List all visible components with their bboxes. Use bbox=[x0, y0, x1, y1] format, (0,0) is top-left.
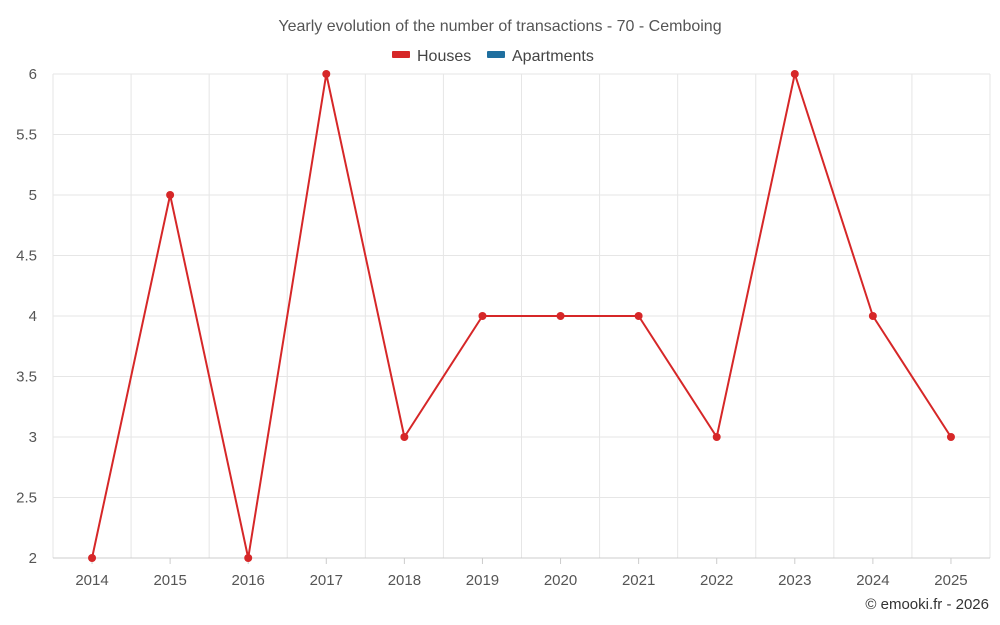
x-tick-label-2014: 2014 bbox=[75, 572, 108, 589]
y-tick-label-6: 5 bbox=[29, 187, 37, 204]
chart-title: Yearly evolution of the number of transa… bbox=[278, 18, 721, 35]
data-point-houses-2024[interactable] bbox=[868, 312, 877, 320]
data-point-houses-2018[interactable] bbox=[400, 433, 409, 441]
data-point-houses-2015[interactable] bbox=[166, 191, 175, 199]
y-tick-label-2: 3 bbox=[29, 429, 37, 446]
legend-swatch-houses[interactable] bbox=[392, 51, 410, 58]
data-point-houses-2016[interactable] bbox=[244, 554, 253, 562]
y-tick-label-4: 4 bbox=[29, 308, 37, 325]
y-tick-label-8: 6 bbox=[29, 66, 37, 83]
data-point-houses-2020[interactable] bbox=[556, 312, 565, 320]
x-tick-label-2020: 2020 bbox=[544, 572, 577, 589]
data-point-houses-2019[interactable] bbox=[478, 312, 487, 320]
x-tick-label-2022: 2022 bbox=[700, 572, 733, 589]
chart-credit: © emooki.fr - 2026 bbox=[865, 596, 989, 613]
x-tick-label-2023: 2023 bbox=[778, 572, 811, 589]
data-point-houses-2014[interactable] bbox=[88, 554, 97, 562]
data-point-houses-2025[interactable] bbox=[946, 433, 955, 441]
x-tick-label-2016: 2016 bbox=[232, 572, 265, 589]
y-tick-label-3: 3.5 bbox=[16, 369, 37, 386]
series-layer bbox=[88, 70, 955, 562]
x-tick-label-2015: 2015 bbox=[153, 572, 186, 589]
x-tick-label-2019: 2019 bbox=[466, 572, 499, 589]
legend: Houses Apartments bbox=[392, 48, 594, 65]
y-tick-label-7: 5.5 bbox=[16, 127, 37, 144]
x-tick-label-2018: 2018 bbox=[388, 572, 421, 589]
data-point-houses-2021[interactable] bbox=[634, 312, 643, 320]
x-tick-label-2025: 2025 bbox=[934, 572, 967, 589]
legend-label-houses[interactable]: Houses bbox=[417, 48, 471, 65]
legend-swatch-apartments[interactable] bbox=[487, 51, 505, 58]
series-line-houses bbox=[91, 73, 952, 559]
x-tick-label-2024: 2024 bbox=[856, 572, 889, 589]
y-tick-label-1: 2.5 bbox=[16, 490, 37, 507]
x-tick-label-2021: 2021 bbox=[622, 572, 655, 589]
data-point-houses-2023[interactable] bbox=[790, 70, 799, 78]
y-tick-label-0: 2 bbox=[29, 550, 37, 567]
x-tick-label-2017: 2017 bbox=[310, 572, 343, 589]
data-point-houses-2022[interactable] bbox=[712, 433, 721, 441]
y-tick-label-5: 4.5 bbox=[16, 248, 37, 265]
data-point-houses-2017[interactable] bbox=[322, 70, 331, 78]
axis-layer: 2 2.5 3 3.5 4 4.5 5 5.5 6 2014 2015 2016 2017 2018 201… bbox=[16, 66, 990, 589]
legend-label-apartments[interactable]: Apartments bbox=[512, 48, 594, 65]
